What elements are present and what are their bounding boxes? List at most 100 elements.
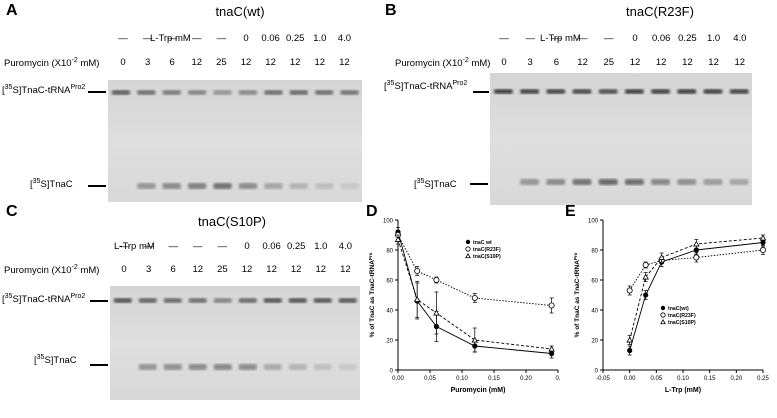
ltrp-cell: — bbox=[193, 241, 203, 252]
puromycin-cell: 3 bbox=[144, 57, 151, 68]
gel-band-top bbox=[238, 90, 258, 95]
data-point bbox=[642, 262, 649, 269]
chart-d-svg: 0 20 40 60 80 100 0.00 0.05 0.10 0.15 0.20 0. Puromy… bbox=[368, 219, 561, 395]
puromycin-cell: 6 bbox=[553, 57, 560, 68]
legend-entry: tnaC(S10P) bbox=[668, 320, 696, 326]
panel-letter: A bbox=[6, 2, 18, 19]
puromycin-cell: 12 bbox=[241, 264, 253, 275]
data-point bbox=[626, 287, 633, 294]
legend-entry: tnaC wt bbox=[473, 240, 492, 246]
puromycin-cell: 6 bbox=[170, 264, 176, 275]
data-point bbox=[471, 295, 478, 302]
ltrp-cell: — bbox=[168, 241, 178, 252]
y-tick-label: 40 bbox=[591, 309, 598, 315]
data-point bbox=[414, 268, 421, 275]
data-point bbox=[394, 236, 402, 242]
ltrp-cell: — bbox=[216, 33, 227, 44]
gel-band-top bbox=[340, 90, 359, 95]
puromycin-cell: 12 bbox=[682, 57, 693, 68]
gel-band-bottom bbox=[313, 364, 332, 370]
puromycin-cell: 6 bbox=[169, 57, 175, 68]
puromycin-cell: 25 bbox=[603, 57, 615, 68]
gel-band-bottom bbox=[729, 179, 749, 185]
ltrp-cell: 1.0 bbox=[313, 33, 327, 44]
x-tick-label: 0.00 bbox=[392, 376, 404, 382]
puromycin-row-label: Puromycin (X10-2 mM) bbox=[4, 264, 100, 277]
ltrp-cell: 0 bbox=[632, 33, 638, 44]
x-tick-label: 0.20 bbox=[520, 376, 532, 382]
data-point bbox=[660, 305, 666, 311]
ltrp-cell: 0.06 bbox=[262, 241, 281, 252]
gel-band-top bbox=[572, 89, 592, 94]
band-tick bbox=[88, 185, 106, 187]
y-tick-label: 60 bbox=[386, 279, 393, 285]
gel-band-bottom bbox=[188, 364, 207, 370]
data-point bbox=[658, 254, 665, 260]
gel-band-top bbox=[651, 89, 670, 94]
x-tick-label: 0.10 bbox=[677, 376, 689, 382]
gel-band-bottom bbox=[138, 364, 157, 370]
gel-band-top bbox=[289, 90, 308, 95]
gel-band-bottom bbox=[677, 179, 697, 185]
x-tick-label: 0.00 bbox=[624, 376, 636, 382]
gel-background bbox=[108, 80, 362, 202]
legend-entry: tnaC(wt) bbox=[668, 306, 689, 312]
gel-band-top bbox=[729, 89, 749, 94]
panel-letter: E bbox=[565, 203, 576, 220]
data-point bbox=[660, 318, 666, 325]
x-tick-label: 0.20 bbox=[730, 376, 742, 382]
puromycin-cell: 12 bbox=[655, 57, 667, 68]
x-axis-label: Puromycin (mM) bbox=[451, 387, 506, 394]
gel-band-bottom bbox=[651, 179, 670, 185]
ltrp-cell: 4.0 bbox=[733, 33, 747, 44]
puromycin-cell: 25 bbox=[217, 264, 228, 275]
y-tick-label: 0 bbox=[595, 369, 599, 375]
gel-band-bottom bbox=[188, 183, 207, 189]
gel-band-top bbox=[213, 298, 232, 303]
ltrp-row-label: L-Trp mM bbox=[114, 241, 155, 252]
gel-band-top bbox=[162, 90, 181, 95]
ltrp-cell: 0.06 bbox=[261, 33, 280, 44]
ltrp-row-label: L-Trp mM bbox=[540, 33, 581, 44]
gel-image bbox=[490, 73, 752, 205]
gel-band-top bbox=[163, 298, 182, 303]
gel-band-top bbox=[313, 298, 332, 303]
ltrp-cell: 0.25 bbox=[678, 33, 697, 44]
gel-band-top bbox=[520, 89, 539, 94]
panel-title: tnaC(S10P) bbox=[198, 214, 266, 229]
data-point bbox=[413, 296, 421, 302]
gel-image bbox=[110, 286, 360, 400]
gel-band-bottom bbox=[340, 183, 359, 189]
gel-band-bottom bbox=[289, 183, 308, 189]
y-tick-label: 0 bbox=[390, 369, 394, 375]
panel-letter: D bbox=[366, 203, 378, 220]
data-point bbox=[548, 302, 555, 309]
puromycin-cell: 12 bbox=[629, 57, 641, 68]
ltrp-cell: — bbox=[577, 33, 588, 44]
band-label-tnac: [35S]TnaC bbox=[34, 354, 77, 367]
band-label-tnac-trna: [35S]TnaC-tRNAPro2 bbox=[2, 293, 86, 306]
legend-entry: tnaC(R23F) bbox=[668, 313, 696, 319]
gel-band-bottom bbox=[137, 183, 156, 189]
ltrp-cell: — bbox=[604, 33, 614, 44]
panel-title: tnaC(R23F) bbox=[626, 4, 694, 19]
data-point bbox=[465, 252, 471, 259]
gel-band-top bbox=[624, 89, 644, 94]
band-tick bbox=[90, 300, 108, 302]
gel-background bbox=[110, 286, 360, 400]
band-label-tnac: [35S]TnaC bbox=[414, 178, 457, 191]
gel-band-bottom bbox=[338, 364, 357, 370]
panel-letter: B bbox=[385, 2, 397, 19]
data-point bbox=[642, 273, 649, 280]
y-tick-label: 20 bbox=[591, 339, 598, 345]
ltrp-cell: — bbox=[119, 241, 129, 252]
gel-band-top bbox=[264, 90, 283, 95]
gel-band-top bbox=[493, 89, 513, 94]
puromycin-cell: 3 bbox=[527, 57, 533, 68]
legend-entry: tnaC(R23F) bbox=[473, 247, 501, 253]
gel-band-bottom bbox=[264, 183, 283, 189]
ltrp-cell: — bbox=[118, 33, 128, 44]
data-point bbox=[548, 345, 555, 352]
x-tick-label: -0.05 bbox=[596, 376, 610, 382]
puromycin-cell: 12 bbox=[577, 57, 588, 68]
